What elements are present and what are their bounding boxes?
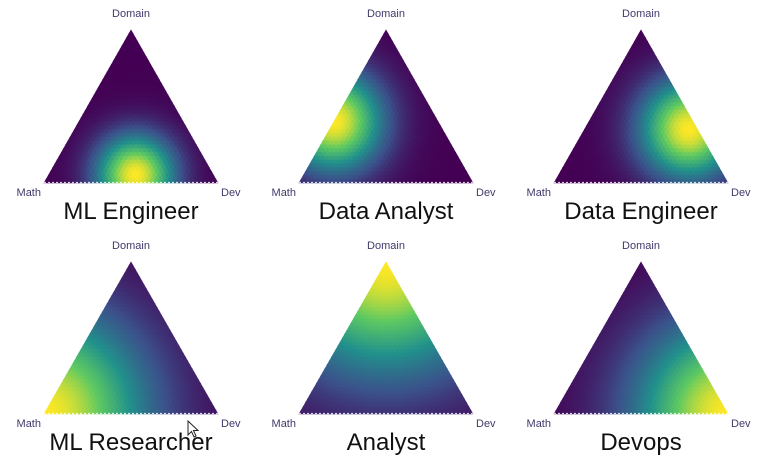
heatmap-cell [638,29,644,35]
vertex-label-left: Math [17,187,41,199]
heatmap-cells [298,29,474,184]
ternary-plot-1: Domain Math Dev Data Analyst [272,8,497,225]
vertex-label-left: Math [527,187,551,199]
vertex-label-left: Math [272,187,296,199]
vertex-label-right: Dev [221,187,241,199]
heatmap-cells [553,29,729,184]
vertex-label-right: Dev [731,187,751,199]
vertex-label-right: Dev [476,187,496,199]
ternary-plot-2: Domain Math Dev Data Engineer [527,8,752,225]
heatmap-cell [383,29,389,35]
ternary-plot-0: Domain Math Dev ML Engineer [17,8,242,225]
heatmap-cell [128,261,134,267]
heatmap-cells [43,261,219,415]
chart-title: Data Engineer [564,198,717,225]
vertex-label-top: Domain [367,8,405,20]
vertex-label-top: Domain [622,8,660,20]
vertex-label-top: Domain [112,8,150,20]
chart-title: ML Engineer [63,198,198,225]
heatmap-cell [128,29,134,35]
chart-title: Data Analyst [319,198,454,225]
heatmap-cells [43,29,219,184]
